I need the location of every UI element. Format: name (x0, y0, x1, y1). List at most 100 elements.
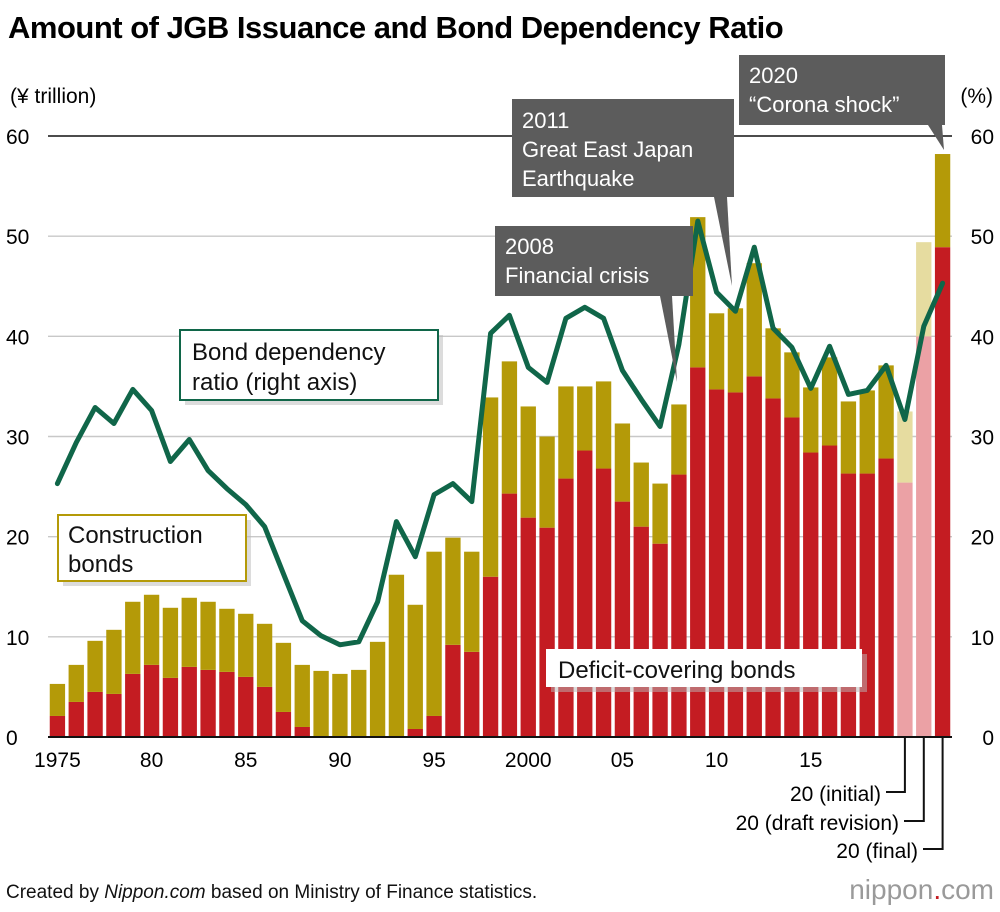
bar-construction-1990 (332, 673, 348, 737)
callout-2008: 2008 Financial crisis (495, 226, 693, 382)
bar-deficit-2020 (initial) (897, 482, 913, 737)
y-tick-left-40: 40 (6, 326, 29, 349)
deficit-legend-box: Deficit-covering bonds (546, 649, 867, 692)
bar-deficit-2005 (614, 501, 631, 737)
bar-deficit-2000 (520, 517, 536, 737)
bar-construction-1979 (125, 601, 141, 674)
brand-logo: nippon.com (849, 874, 994, 905)
bar-construction-1984 (219, 608, 235, 672)
bar-deficit-2020 (final) (934, 247, 951, 737)
bar-deficit-1997 (464, 651, 480, 737)
brand-tail: com (941, 874, 994, 905)
bar-deficit-1978 (106, 693, 122, 737)
bar-deficit-2019 (878, 458, 894, 737)
ratio-legend-box: Bond dependency ratio (right axis) (179, 329, 443, 405)
bar-deficit-2020 (draft revision) (916, 336, 932, 737)
ratio-legend-line2: ratio (right axis) (192, 369, 357, 396)
x-tick-95: 95 (422, 749, 445, 772)
bar-construction-1992 (369, 641, 386, 737)
label-20-initial: 20 (initial) (790, 783, 881, 806)
bar-construction-1976 (68, 664, 84, 702)
bar-construction-1989 (313, 670, 329, 737)
bar-deficit-2006 (633, 526, 649, 737)
bar-deficit-1998 (482, 576, 499, 737)
bar-deficit-1987 (275, 711, 292, 737)
bar-deficit-2016 (821, 445, 838, 737)
y-tick-left-30: 30 (6, 427, 29, 450)
bar-construction-2019 (878, 365, 894, 459)
fy2020-leaders: 20 (initial) 20 (draft revision) 20 (fin… (736, 737, 944, 863)
bar-construction-1999 (501, 361, 518, 494)
bar-deficit-1979 (125, 673, 141, 737)
bar-deficit-2004 (595, 468, 612, 737)
bar-deficit-1985 (238, 676, 254, 737)
bar-deficit-2012 (746, 376, 762, 737)
y-tick-right-10: 10 (971, 627, 994, 650)
bar-deficit-1994 (407, 728, 423, 737)
leader-initial (886, 737, 906, 793)
bar-deficit-1984 (219, 671, 235, 737)
bar-deficit-2002 (558, 478, 574, 737)
ratio-legend-line1: Bond dependency (192, 339, 386, 366)
y-tick-left-0: 0 (6, 727, 18, 750)
y-tick-left-60: 60 (6, 126, 29, 149)
bar-construction-1980 (143, 594, 160, 665)
chart-title: Amount of JGB Issuance and Bond Dependen… (8, 10, 783, 45)
bar-construction-2010 (708, 313, 725, 390)
bar-deficit-1995 (426, 715, 442, 737)
bar-construction-2002 (558, 386, 574, 479)
bar-deficit-2001 (539, 527, 555, 737)
bar-construction-2020 (initial) (897, 411, 913, 483)
bar-deficit-1975 (49, 715, 66, 737)
x-tick-80: 80 (140, 749, 163, 772)
bar-deficit-1988 (294, 726, 310, 737)
bar-deficit-2007 (652, 543, 668, 737)
bar-deficit-2003 (577, 450, 593, 737)
bar-construction-2017 (840, 401, 857, 474)
left-axis-unit: (¥ trillion) (10, 85, 96, 108)
bar-construction-1977 (87, 640, 103, 692)
bar-construction-1982 (181, 597, 197, 667)
bar-construction-2008 (671, 404, 687, 475)
bar-construction-1981 (162, 607, 179, 678)
bar-construction-2012 (746, 263, 762, 377)
y-tick-left-50: 50 (6, 226, 29, 249)
label-20-draft: 20 (draft revision) (736, 812, 899, 835)
bar-deficit-2018 (859, 473, 875, 737)
y-tick-right-20: 20 (971, 527, 994, 550)
bar-deficit-1983 (200, 669, 216, 737)
x-tick-85: 85 (234, 749, 257, 772)
bar-deficit-2008 (671, 474, 687, 737)
bar-construction-2004 (595, 381, 612, 469)
x-tick-15: 15 (799, 749, 822, 772)
bar-deficit-2015 (803, 452, 819, 737)
bar-construction-2003 (577, 386, 593, 451)
callout-2020-year: 2020 (749, 63, 798, 88)
x-tick-1975: 1975 (34, 749, 81, 772)
construction-legend-line2: bonds (68, 551, 133, 578)
bar-construction-2011 (727, 308, 744, 393)
label-20-final: 20 (final) (836, 840, 918, 863)
bar-construction-1991 (351, 669, 367, 737)
bar-construction-1995 (426, 551, 442, 716)
callout-2011-line2: Great East Japan (522, 137, 693, 162)
x-axis-ticks: 1975 80 85 90 95 2000 05 10 15 (34, 749, 822, 772)
bar-construction-1988 (294, 664, 310, 727)
construction-legend-box: Construction bonds (57, 514, 251, 586)
x-tick-05: 05 (611, 749, 634, 772)
leader-draft (904, 737, 925, 822)
source-prefix: Created by (6, 882, 104, 903)
y-tick-right-30: 30 (971, 427, 994, 450)
bar-construction-2016 (821, 357, 838, 446)
source-suffix: based on Ministry of Finance statistics. (206, 882, 538, 903)
bar-deficit-1999 (501, 493, 518, 737)
source-note: Created by Nippon.com based on Ministry … (6, 882, 537, 903)
y-tick-left-20: 20 (6, 527, 29, 550)
callout-2020: 2020 “Corona shock” (739, 55, 945, 150)
bar-construction-1997 (464, 551, 480, 652)
source-site: Nippon.com (104, 882, 205, 903)
bar-construction-1986 (256, 623, 273, 687)
bar-construction-1993 (388, 574, 405, 737)
bar-construction-2020 (final) (934, 154, 951, 248)
y-tick-right-60: 60 (971, 126, 994, 149)
